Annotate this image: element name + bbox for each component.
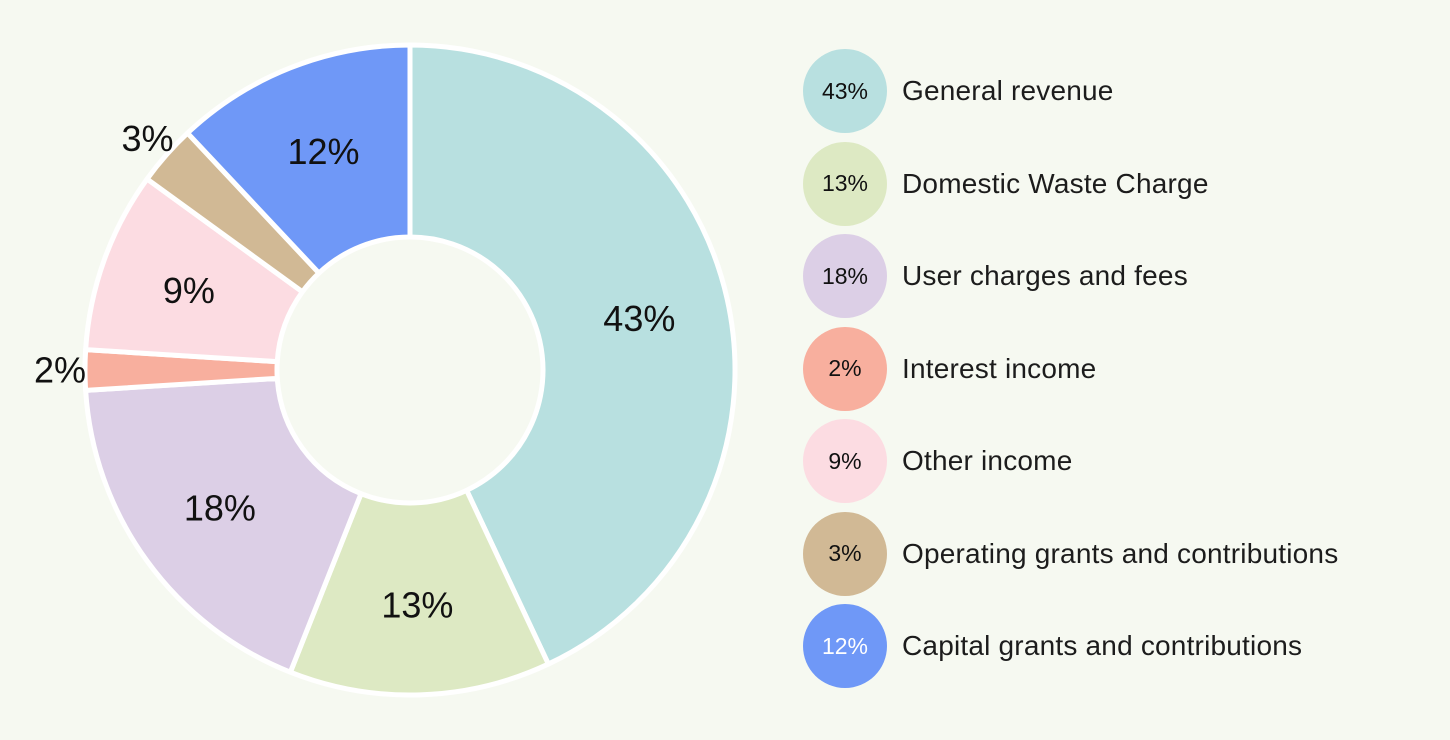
slice-general-revenue (407, 42, 738, 667)
legend-swatch: 13% (803, 141, 887, 226)
legend-item: 3% Operating grants and contributions (803, 511, 1339, 596)
legend-label: Capital grants and contributions (902, 630, 1303, 661)
legend-item: 18% User charges and fees (803, 234, 1188, 318)
slice-labels-layer: 43% 13% 18% 2% 9% 3% 12% (34, 118, 675, 625)
legend-label: Interest income (902, 352, 1097, 384)
slice-capital-grants-and-contributions (185, 42, 413, 276)
legend-swatch: 2% (803, 326, 887, 411)
legend-label: User charges and fees (902, 260, 1188, 291)
legend-swatch: 3% (803, 511, 887, 596)
legend-label: Domestic Waste Charge (902, 167, 1209, 199)
slice-value-label: 13% (381, 584, 453, 625)
donut-chart: 43% 13% 18% 2% 9% 3% 12% (34, 42, 738, 698)
slice-value-label: 9% (163, 270, 215, 311)
legend-item: 2% Interest income (803, 326, 1097, 411)
legend-item: 12% Capital grants and contributions (803, 604, 1302, 688)
legend-swatch: 43% (803, 49, 887, 133)
legend-item: 43% General revenue (803, 49, 1114, 133)
legend-swatch: 12% (803, 604, 887, 688)
slice-domestic-waste-charge (287, 487, 551, 698)
legend-label: Operating grants and contributions (902, 537, 1339, 569)
slice-value-label: 18% (184, 488, 256, 529)
slice-value-label: 12% (287, 131, 359, 172)
slice-value-label: 2% (34, 350, 86, 391)
legend-item: 13% Domestic Waste Charge (803, 141, 1209, 226)
legend-swatch: 18% (803, 234, 887, 318)
legend-label: Other income (902, 445, 1073, 476)
slice-value-label: 43% (603, 298, 675, 339)
legend-item: 9% Other income (803, 419, 1072, 503)
slice-value-label: 3% (121, 118, 173, 159)
legend-label: General revenue (902, 75, 1114, 106)
legend-swatch: 9% (803, 419, 887, 503)
slice-other-income (83, 176, 305, 365)
slice-user-charges-and-fees (83, 375, 364, 675)
slices-layer (82, 42, 738, 698)
